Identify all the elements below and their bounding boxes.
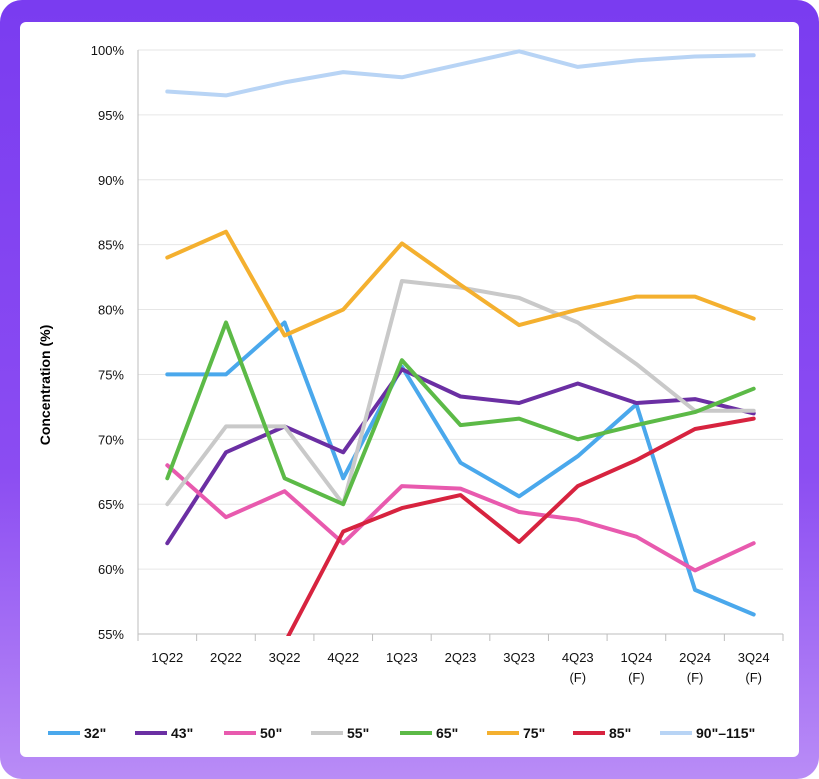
- y-tick-label: 80%: [98, 303, 124, 318]
- y-tick-label: 60%: [98, 562, 124, 577]
- legend-label: 75": [523, 725, 545, 741]
- series-line: [165, 367, 756, 546]
- y-tick-label: 65%: [98, 497, 124, 512]
- legend-label: 65": [436, 725, 458, 741]
- x-tick-label: 4Q22: [327, 650, 359, 665]
- y-axis-label: Concentration (%): [37, 325, 53, 446]
- x-tick-label: 1Q23: [386, 650, 418, 665]
- x-tick-label: (F): [687, 670, 704, 685]
- y-tick-label: 90%: [98, 173, 124, 188]
- series-lines: [165, 49, 756, 636]
- x-tick-label: (F): [569, 670, 586, 685]
- y-tick-label: 95%: [98, 108, 124, 123]
- legend-label: 55": [347, 725, 369, 741]
- series-line: [286, 416, 756, 636]
- y-tick-label: 70%: [98, 432, 124, 447]
- series-line: [165, 320, 756, 507]
- x-tick-label: 3Q22: [269, 650, 301, 665]
- x-tick-label: (F): [628, 670, 645, 685]
- legend-label: 43": [171, 725, 193, 741]
- axes: [137, 50, 784, 641]
- x-tick-label: 3Q24: [738, 650, 770, 665]
- y-tick-label: 85%: [98, 238, 124, 253]
- x-tick-label: 4Q23: [562, 650, 594, 665]
- x-tick-label: (F): [745, 670, 762, 685]
- y-tick-label: 55%: [98, 627, 124, 642]
- y-tick-label: 100%: [91, 43, 125, 58]
- legend-label: 85": [609, 725, 631, 741]
- legend-label: 90"–115": [696, 725, 755, 741]
- x-tick-label: 2Q24: [679, 650, 711, 665]
- series-line: [165, 229, 756, 338]
- gridlines: [138, 49, 783, 570]
- legend-label: 50": [260, 725, 282, 741]
- x-tick-label: 2Q22: [210, 650, 242, 665]
- legend-label: 32": [84, 725, 106, 741]
- x-tick-label: 1Q22: [151, 650, 183, 665]
- y-tick-labels: 55% 60% 65% 70% 75% 80% 85% 90% 95% 100%: [91, 43, 125, 642]
- x-tick-label: 1Q24: [621, 650, 653, 665]
- x-tick-labels: 1Q22 2Q22 3Q22 4Q22 1Q23 2Q23 3Q23 4Q23 (F) 1Q24 (…: [151, 650, 769, 685]
- y-tick-label: 75%: [98, 367, 124, 382]
- series-line: [165, 320, 756, 617]
- legend: 32" 43" 50" 55" 65" 75" 85" 90"–115": [48, 725, 755, 741]
- x-tick-label: 3Q23: [503, 650, 535, 665]
- series-line: [165, 49, 756, 98]
- x-tick-label: 2Q23: [445, 650, 477, 665]
- series-line: [165, 279, 756, 507]
- series-line: [165, 463, 756, 573]
